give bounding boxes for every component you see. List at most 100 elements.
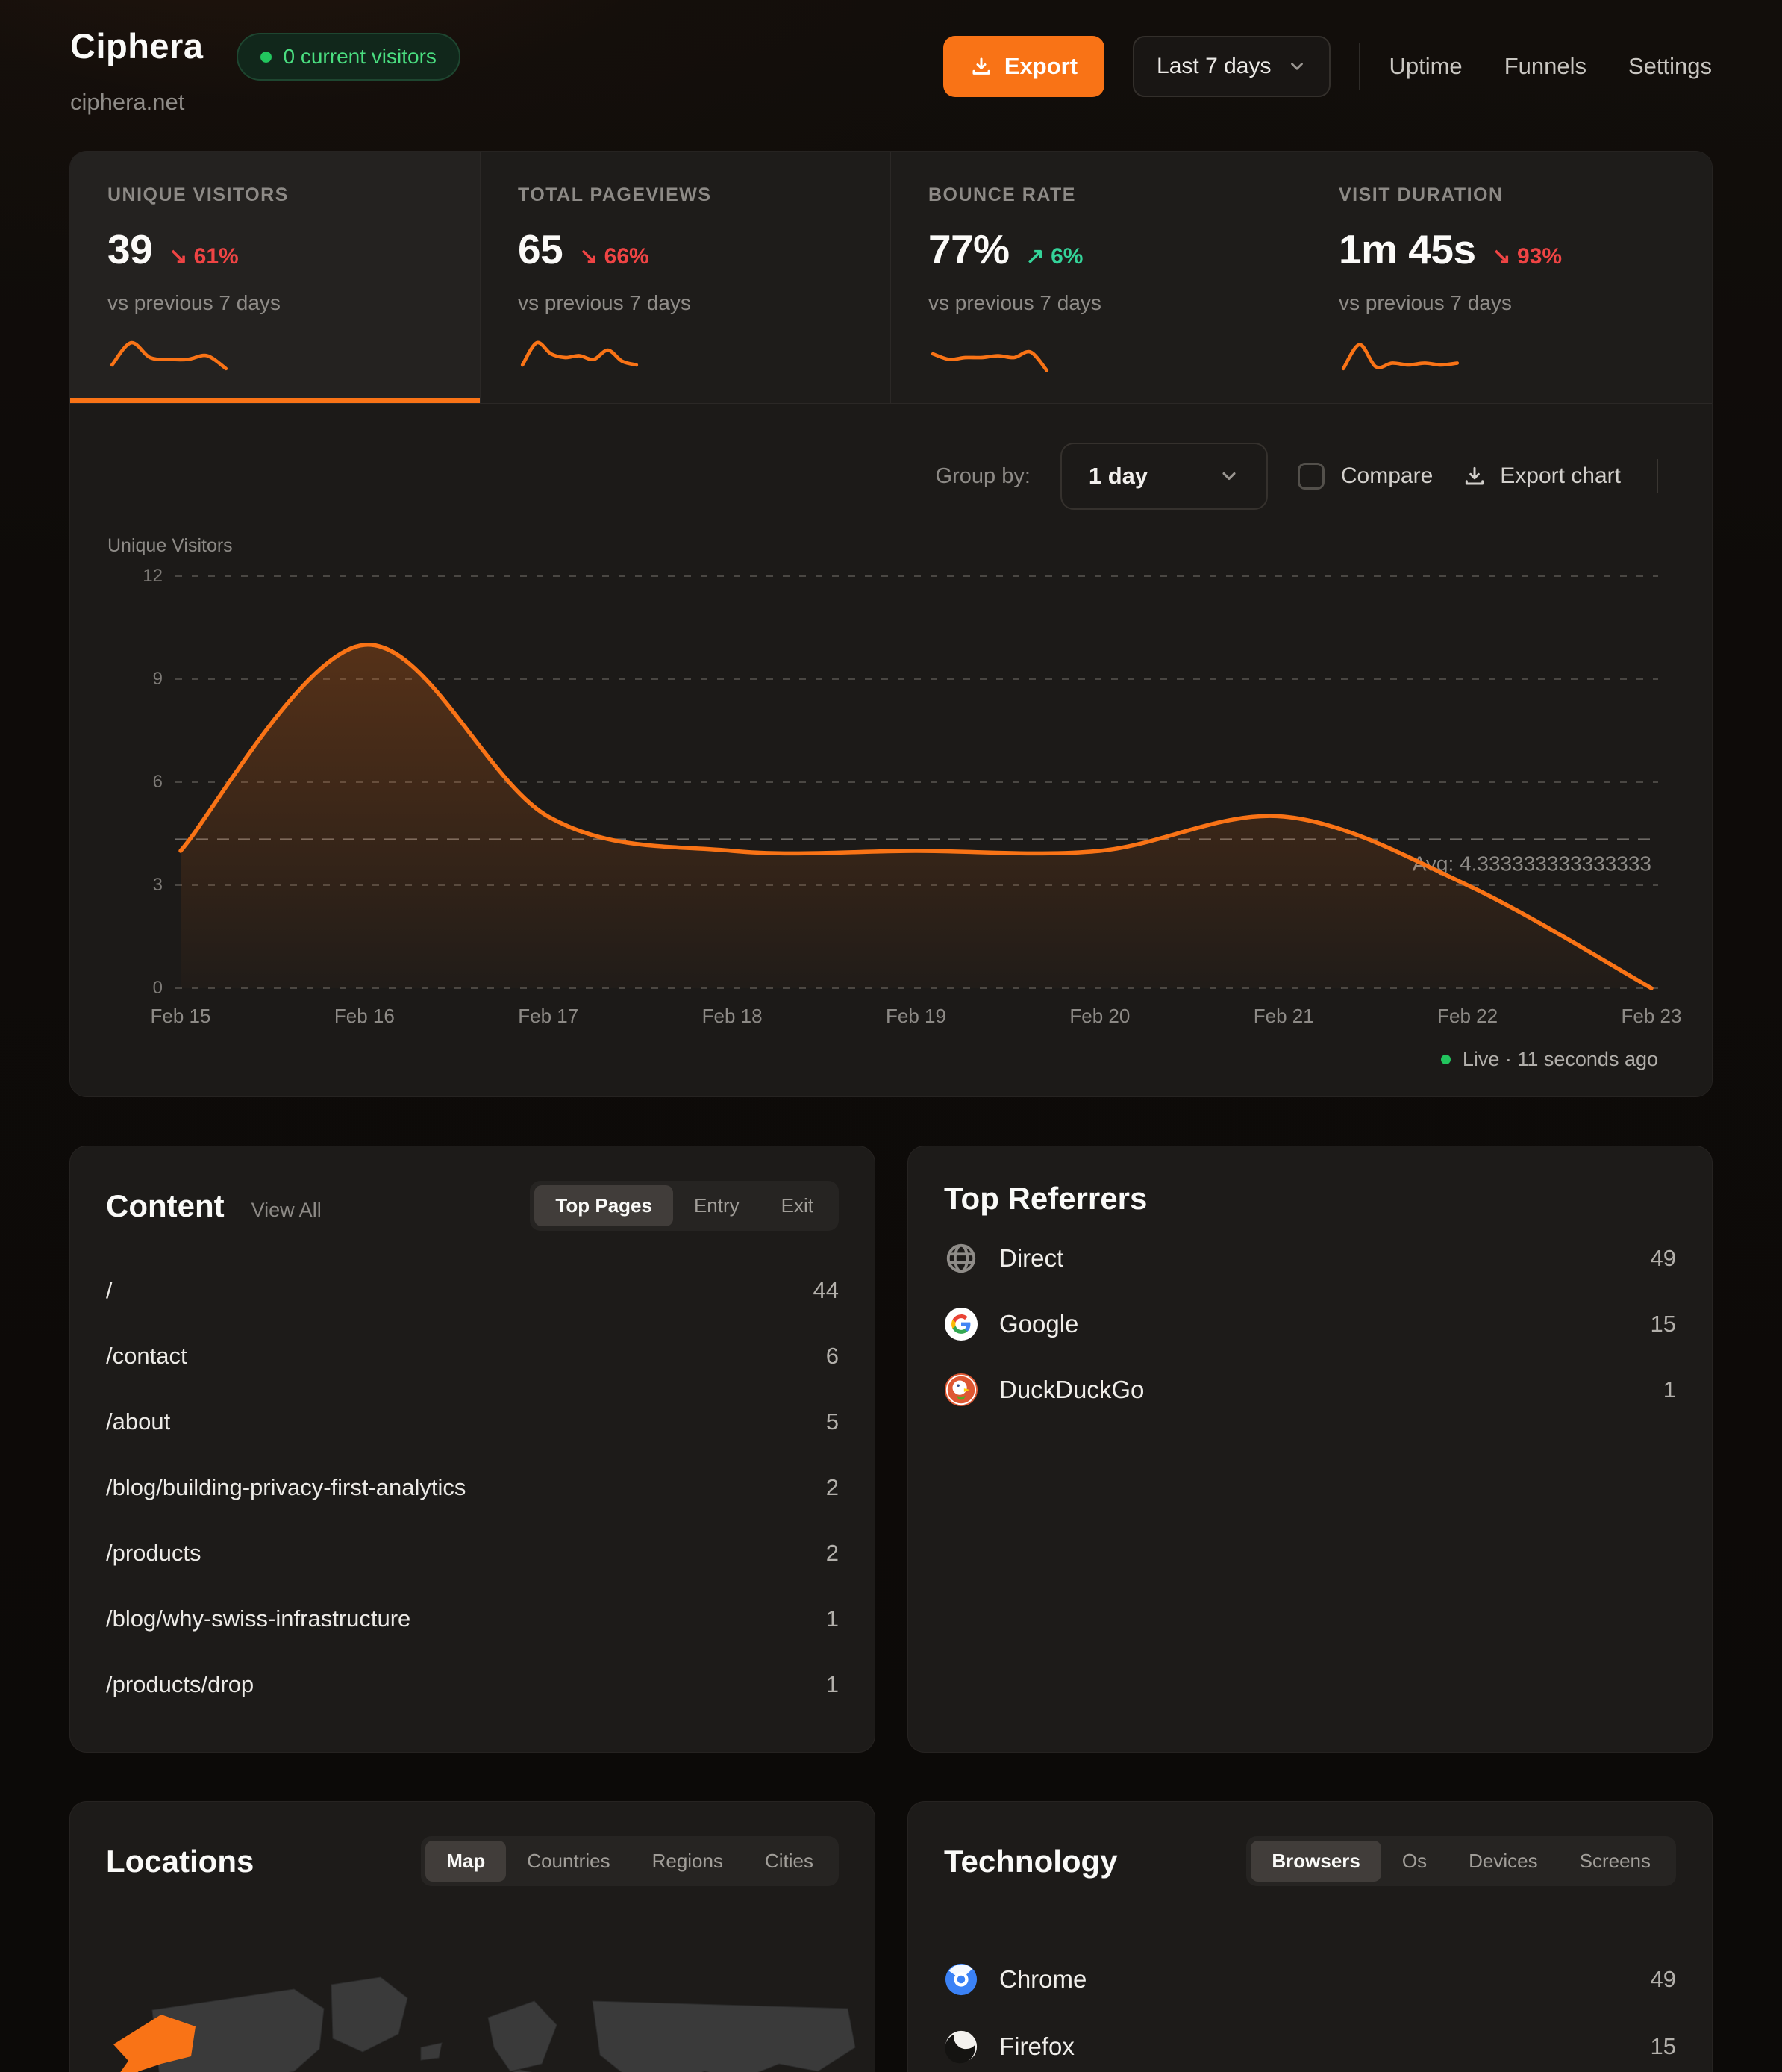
- google-icon: [944, 1307, 978, 1341]
- stat-label: VISIT DURATION: [1339, 184, 1504, 205]
- tab-countries[interactable]: Countries: [527, 1850, 610, 1872]
- nav-funnels[interactable]: Funnels: [1504, 53, 1586, 79]
- map-alaska-highlight: [113, 2015, 196, 2072]
- item-name: Google: [999, 1310, 1079, 1338]
- list-item[interactable]: / 44: [106, 1258, 839, 1323]
- nav-settings[interactable]: Settings: [1628, 53, 1712, 79]
- nav-uptime[interactable]: Uptime: [1389, 53, 1463, 79]
- tab-top-pages[interactable]: Top Pages: [534, 1185, 673, 1226]
- page-path: /contact: [106, 1343, 187, 1369]
- stat-delta: ↘ 61%: [169, 244, 239, 269]
- list-item[interactable]: /contact 6: [106, 1323, 839, 1389]
- stat-sparkline: [110, 340, 228, 371]
- page-count: 6: [825, 1343, 839, 1369]
- date-range-dropdown[interactable]: Last 7 days: [1133, 36, 1331, 97]
- list-item[interactable]: /products/drop 1: [106, 1652, 839, 1717]
- tab-entry[interactable]: Entry: [693, 1194, 740, 1217]
- item-count: 1: [1663, 1376, 1676, 1402]
- y-axis-tick: 12: [143, 566, 163, 586]
- item-name: Direct: [999, 1244, 1064, 1272]
- item-count: 15: [1650, 2033, 1676, 2059]
- app-title: Ciphera: [70, 26, 204, 66]
- stat-label: UNIQUE VISITORS: [107, 184, 289, 205]
- list-item[interactable]: Firefox 15: [944, 2013, 1676, 2072]
- x-axis-tick: Feb 15: [150, 1005, 211, 1027]
- tab-screens[interactable]: Screens: [1579, 1850, 1651, 1872]
- tab-regions[interactable]: Regions: [651, 1850, 723, 1872]
- stat-delta: ↘ 93%: [1492, 244, 1563, 269]
- list-item[interactable]: /about 5: [106, 1389, 839, 1455]
- page-path: /about: [106, 1408, 171, 1435]
- compare-toggle[interactable]: Compare: [1297, 463, 1434, 490]
- tab-browsers[interactable]: Browsers: [1251, 1841, 1381, 1882]
- list-item[interactable]: Google 15: [944, 1291, 1676, 1357]
- x-axis-tick: Feb 20: [1069, 1005, 1131, 1027]
- controls-divider: [1657, 459, 1658, 493]
- tab-map[interactable]: Map: [425, 1841, 507, 1882]
- date-range-value: Last 7 days: [1157, 54, 1272, 78]
- tab-os[interactable]: Os: [1401, 1850, 1428, 1872]
- stat-value: 77%: [928, 226, 1010, 272]
- stat-compare-label: vs previous 7 days: [107, 291, 281, 314]
- map-iceland: [420, 2042, 443, 2061]
- green-dot-icon: [260, 51, 272, 63]
- compare-checkbox[interactable]: [1297, 463, 1325, 490]
- y-axis-tick: 3: [152, 875, 163, 895]
- group-by-dropdown[interactable]: 1 day: [1060, 443, 1268, 510]
- list-item[interactable]: Direct 49: [944, 1226, 1676, 1291]
- locations-tabs: Map Countries Regions Cities: [421, 1836, 839, 1886]
- current-visitors-badge[interactable]: 0 current visitors: [236, 33, 460, 81]
- stat-card[interactable]: VISIT DURATION 1m 45s ↘ 93% vs previous …: [1301, 152, 1712, 403]
- technology-tabs: Browsers Os Devices Screens: [1246, 1836, 1676, 1886]
- map-europe: [511, 2069, 533, 2072]
- map-greenland: [331, 1976, 408, 2053]
- x-axis-tick: Feb 23: [1621, 1005, 1682, 1027]
- duckduckgo-icon: [944, 1373, 978, 1407]
- referrers-card: Top Referrers Direct 49 Google 15 DuckDu…: [908, 1146, 1712, 1752]
- tab-devices[interactable]: Devices: [1469, 1850, 1538, 1872]
- list-item[interactable]: Chrome 49: [944, 1946, 1676, 2013]
- map-canada: [151, 1988, 325, 2072]
- export-button[interactable]: Export: [942, 36, 1105, 97]
- list-item[interactable]: /blog/why-swiss-infrastructure 1: [106, 1586, 839, 1652]
- green-dot-icon: [1440, 1055, 1451, 1064]
- stat-value: 39: [107, 226, 153, 272]
- list-item[interactable]: /blog/building-privacy-first-analytics 2: [106, 1455, 839, 1520]
- x-axis-tick: Feb 22: [1437, 1005, 1498, 1027]
- x-axis-tick: Feb 18: [701, 1005, 763, 1027]
- group-by-value: 1 day: [1088, 463, 1148, 489]
- area-chart-svg: Avg: 4.333333333333333: [175, 575, 1658, 990]
- list-item[interactable]: /products 2: [106, 1520, 839, 1586]
- download-icon: [972, 57, 990, 75]
- map-russia: [592, 2000, 856, 2072]
- technology-rows: Chrome 49 Firefox 15: [944, 1946, 1676, 2072]
- list-item[interactable]: DuckDuckGo 1: [944, 1357, 1676, 1423]
- tab-cities[interactable]: Cities: [764, 1850, 813, 1872]
- content-tabs: Top Pages Entry Exit: [530, 1181, 839, 1231]
- world-map-svg: [113, 1976, 856, 2072]
- stat-card[interactable]: TOTAL PAGEVIEWS 65 ↘ 66% vs previous 7 d…: [481, 152, 891, 403]
- svg-text:Avg: 4.333333333333333: Avg: 4.333333333333333: [1413, 852, 1651, 876]
- compare-label: Compare: [1340, 464, 1434, 488]
- visitors-chart[interactable]: Avg: 4.333333333333333 0 3 6 9 12 Feb 15 Feb 1…: [124, 563, 1681, 1040]
- tab-exit[interactable]: Exit: [781, 1194, 813, 1217]
- trend-arrow-icon: ↘: [579, 244, 598, 269]
- stat-label: BOUNCE RATE: [928, 184, 1076, 205]
- download-icon: [1466, 466, 1484, 485]
- view-all-link[interactable]: View All: [251, 1198, 322, 1221]
- stat-sparkline: [1341, 343, 1460, 371]
- x-axis-tick: Feb 17: [518, 1005, 579, 1027]
- item-name: Firefox: [999, 2032, 1075, 2060]
- stat-card[interactable]: BOUNCE RATE 77% ↗ 6% vs previous 7 days: [891, 152, 1301, 403]
- brand: Ciphera ciphera.net: [70, 25, 204, 116]
- export-chart-button[interactable]: Export chart: [1463, 464, 1621, 489]
- world-map[interactable]: [70, 1958, 875, 2072]
- stat-value: 1m 45s: [1339, 226, 1476, 272]
- item-count: 49: [1650, 1245, 1676, 1271]
- chrome-icon: [944, 1962, 978, 1997]
- content-title: Content: [106, 1188, 225, 1223]
- stat-card[interactable]: UNIQUE VISITORS 39 ↘ 61% vs previous 7 d…: [70, 152, 481, 403]
- page-path: /products: [106, 1540, 201, 1566]
- chevron-down-icon: [1222, 472, 1236, 481]
- item-name: DuckDuckGo: [999, 1376, 1145, 1403]
